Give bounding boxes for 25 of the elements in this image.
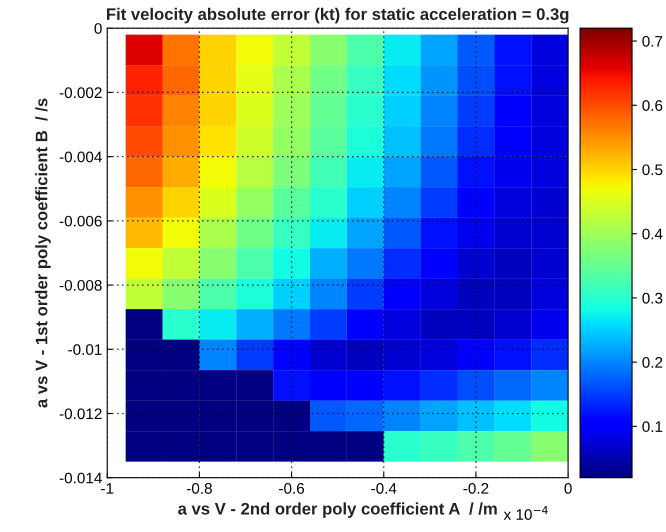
x-tick-label: -0.6 [279,483,304,494]
x-tick-label: 0 [564,483,572,494]
x-axis-title: a vs V - 2nd order poly coefficient A / /m [178,502,497,518]
color-bar-label: 0.1 [642,421,662,432]
x-tick-label: -0.8 [186,483,212,494]
color-bar-label: 0.5 [642,164,662,176]
y-tick-label: 0 [94,23,102,34]
x-tick-label: -1 [101,483,114,494]
text: x 10$^{−4}$ [504,506,548,520]
y-tick-label: -0.01 [68,344,102,355]
color-bar-label: 0.4 [642,228,663,240]
y-tick-label: -0.012 [60,408,102,420]
color-bar-label: 0.6 [642,100,662,111]
y-tick-label: -0.004 [60,152,102,162]
color-bar-label: 0.7 [642,36,662,47]
x-tick-label: -0.4 [371,483,396,494]
y-axis-title: a vs V - 1st order poly coefficient B / /s [35,98,51,408]
x-tick-label: -0.2 [463,483,488,494]
color-bar-label: 0.3 [642,292,662,304]
y-tick-label: -0.008 [60,280,102,291]
y-tick-label: -0.014 [60,472,102,484]
color-bar-label: 0.2 [642,357,662,368]
y-tick-label: -0.006 [60,216,102,227]
chart-title: Fit velocity absolute error (kt) for static acceleration = 0.3g [107,8,568,24]
y-tick-label: -0.002 [60,87,102,98]
